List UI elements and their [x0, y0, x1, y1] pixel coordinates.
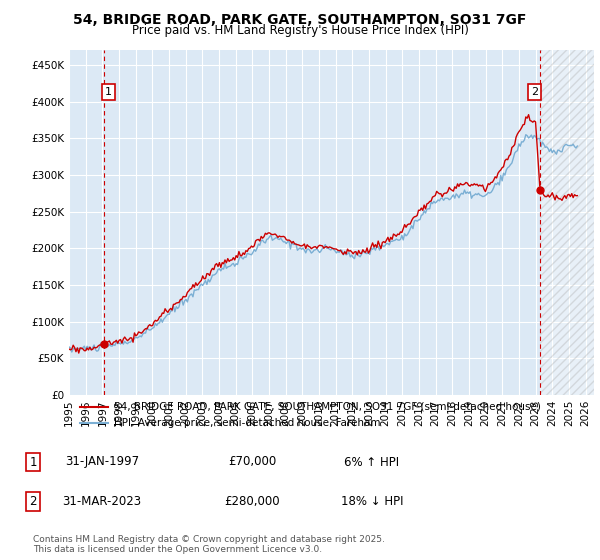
Text: HPI: Average price, semi-detached house, Fareham: HPI: Average price, semi-detached house,…: [113, 418, 380, 428]
Text: £280,000: £280,000: [224, 494, 280, 508]
Text: 31-JAN-1997: 31-JAN-1997: [65, 455, 139, 469]
Text: £70,000: £70,000: [228, 455, 276, 469]
Text: 2: 2: [531, 87, 538, 97]
Text: 2: 2: [29, 494, 37, 508]
Text: 1: 1: [29, 455, 37, 469]
Text: 18% ↓ HPI: 18% ↓ HPI: [341, 494, 403, 508]
Text: 31-MAR-2023: 31-MAR-2023: [62, 494, 142, 508]
Text: 1: 1: [105, 87, 112, 97]
Text: Price paid vs. HM Land Registry's House Price Index (HPI): Price paid vs. HM Land Registry's House …: [131, 24, 469, 37]
Text: 54, BRIDGE ROAD, PARK GATE, SOUTHAMPTON, SO31 7GF: 54, BRIDGE ROAD, PARK GATE, SOUTHAMPTON,…: [73, 13, 527, 27]
Text: 6% ↑ HPI: 6% ↑ HPI: [344, 455, 400, 469]
Text: Contains HM Land Registry data © Crown copyright and database right 2025.
This d: Contains HM Land Registry data © Crown c…: [33, 535, 385, 554]
Text: 54, BRIDGE ROAD, PARK GATE, SOUTHAMPTON, SO31 7GF (semi-detached house): 54, BRIDGE ROAD, PARK GATE, SOUTHAMPTON,…: [113, 402, 541, 412]
Bar: [540, 50, 594, 395]
